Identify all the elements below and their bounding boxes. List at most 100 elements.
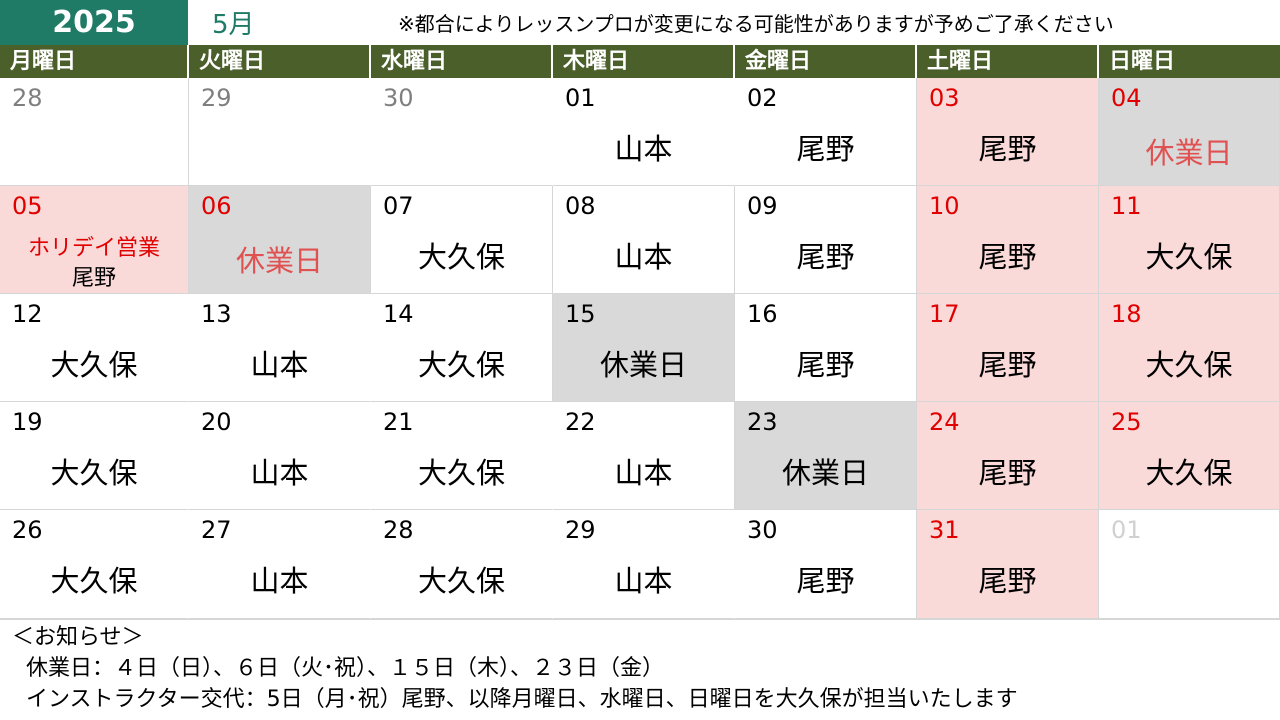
calendar-cell: 14 大久保 (371, 294, 553, 402)
calendar-cell: 03 尾野 (917, 78, 1099, 186)
closed-day-label: 休業日 (599, 348, 687, 382)
calendar-cell: 10 尾野 (917, 186, 1099, 294)
calendar-cell: 30 尾野 (735, 510, 917, 619)
closed-days-notice: 休業日：４日（日）、６日（火･祝）、１５日（木）、２３日（金） (26, 656, 665, 681)
instructor-name: 尾野 (978, 240, 1037, 274)
instructor-name: 大久保 (417, 240, 505, 274)
calendar-cell: 02 尾野 (735, 78, 917, 186)
day-number: 04 (1111, 84, 1142, 112)
day-number: 08 (565, 192, 596, 220)
calendar-cell: 29 山本 (553, 510, 735, 619)
instructor-name: 大久保 (50, 456, 138, 490)
calendar-cell: 06 休業日 (189, 186, 371, 294)
instructor-name: 大久保 (1145, 456, 1233, 490)
calendar-cell: 20 山本 (189, 402, 371, 510)
change-notice: ※都合によりレッスンプロが変更になる可能性がありますが予めご了承ください (398, 12, 1114, 36)
day-number: 30 (383, 84, 414, 112)
calendar-cell: 29 (189, 78, 371, 186)
calendar-cell: 17 尾野 (917, 294, 1099, 402)
day-number: 19 (12, 408, 43, 436)
instructor-name: 山本 (614, 456, 673, 490)
instructor-name: 大久保 (50, 348, 138, 382)
instructor-name: 尾野 (978, 564, 1037, 598)
day-number: 29 (201, 84, 232, 112)
instructor-name: 大久保 (417, 456, 505, 490)
instructor-name: 尾野 (796, 240, 855, 274)
day-number: 10 (929, 192, 960, 220)
calendar-cell: 11 大久保 (1099, 186, 1280, 294)
calendar-cell: 09 尾野 (735, 186, 917, 294)
calendar-grid: 28 29 30 01 山本 02 尾野 03 尾野 04 休業日 05 ホリデ… (0, 78, 1280, 619)
calendar-cell: 19 大久保 (0, 402, 189, 510)
weekday-header-thu: 木曜日 (553, 45, 735, 78)
instructor-name: 山本 (250, 348, 309, 382)
day-number: 13 (201, 300, 232, 328)
day-number: 09 (747, 192, 778, 220)
calendar-cell: 30 (371, 78, 553, 186)
calendar-cell: 07 大久保 (371, 186, 553, 294)
instructor-change-notice: インストラクター交代：5日（月･祝）尾野、以降月曜日、水曜日、日曜日を大久保が担… (26, 687, 1018, 712)
day-number: 12 (12, 300, 43, 328)
calendar-cell: 28 大久保 (371, 510, 553, 619)
day-number: 18 (1111, 300, 1142, 328)
calendar-cell: 15 休業日 (553, 294, 735, 402)
day-number: 29 (565, 516, 596, 544)
day-number: 24 (929, 408, 960, 436)
closed-day-label: 休業日 (781, 456, 869, 490)
day-number: 15 (565, 300, 596, 328)
day-number: 05 (12, 192, 43, 220)
instructor-name: 大久保 (50, 564, 138, 598)
calendar-cell: 24 尾野 (917, 402, 1099, 510)
instructor-name: 尾野 (796, 348, 855, 382)
day-number: 11 (1111, 192, 1142, 220)
day-number: 27 (201, 516, 232, 544)
instructor-name: 尾野 (978, 456, 1037, 490)
year-label: 2025 (0, 0, 188, 45)
calendar-cell: 31 尾野 (917, 510, 1099, 619)
calendar-cell: 01 山本 (553, 78, 735, 186)
day-number: 22 (565, 408, 596, 436)
instructor-name: 山本 (614, 240, 673, 274)
instructor-name: 尾野 (978, 132, 1037, 166)
instructor-name: 大久保 (1145, 348, 1233, 382)
instructor-name: 大久保 (1145, 240, 1233, 274)
calendar-cell: 25 大久保 (1099, 402, 1280, 510)
calendar-cell: 05 ホリデイ営業 尾野 (0, 186, 189, 294)
day-number: 31 (929, 516, 960, 544)
calendar-cell: 04 休業日 (1099, 78, 1280, 186)
weekday-header-tue: 火曜日 (189, 45, 371, 78)
instructor-name: 山本 (250, 564, 309, 598)
day-number: 28 (383, 516, 414, 544)
weekday-header-sun: 日曜日 (1099, 45, 1280, 78)
day-number: 01 (1111, 516, 1142, 544)
day-number: 03 (929, 84, 960, 112)
weekday-header-fri: 金曜日 (735, 45, 917, 78)
day-number: 26 (12, 516, 43, 544)
calendar-cell: 18 大久保 (1099, 294, 1280, 402)
calendar-cell: 26 大久保 (0, 510, 189, 619)
month-label: 5月 (212, 10, 255, 40)
day-number: 17 (929, 300, 960, 328)
instructor-name: 尾野 (796, 564, 855, 598)
day-number: 23 (747, 408, 778, 436)
instructor-name: 山本 (614, 132, 673, 166)
weekday-header-mon: 月曜日 (0, 45, 189, 78)
day-number: 02 (747, 84, 778, 112)
weekday-header-row: 月曜日 火曜日 水曜日 木曜日 金曜日 土曜日 日曜日 (0, 45, 1280, 78)
calendar-cell: 22 山本 (553, 402, 735, 510)
calendar-cell: 13 山本 (189, 294, 371, 402)
day-number: 16 (747, 300, 778, 328)
day-number: 25 (1111, 408, 1142, 436)
closed-day-label: 休業日 (1145, 136, 1233, 170)
calendar-cell: 12 大久保 (0, 294, 189, 402)
weekday-header-sat: 土曜日 (917, 45, 1099, 78)
day-number: 07 (383, 192, 414, 220)
holiday-label: ホリデイ営業 (27, 236, 160, 261)
day-number: 30 (747, 516, 778, 544)
calendar-cell: 28 (0, 78, 189, 186)
instructor-name: 大久保 (417, 564, 505, 598)
instructor-name: 山本 (250, 456, 309, 490)
day-number: 20 (201, 408, 232, 436)
calendar-cell: 27 山本 (189, 510, 371, 619)
notices-section: ＜お知らせ＞ 休業日：４日（日）、６日（火･祝）、１５日（木）、２３日（金） イ… (0, 619, 1280, 720)
